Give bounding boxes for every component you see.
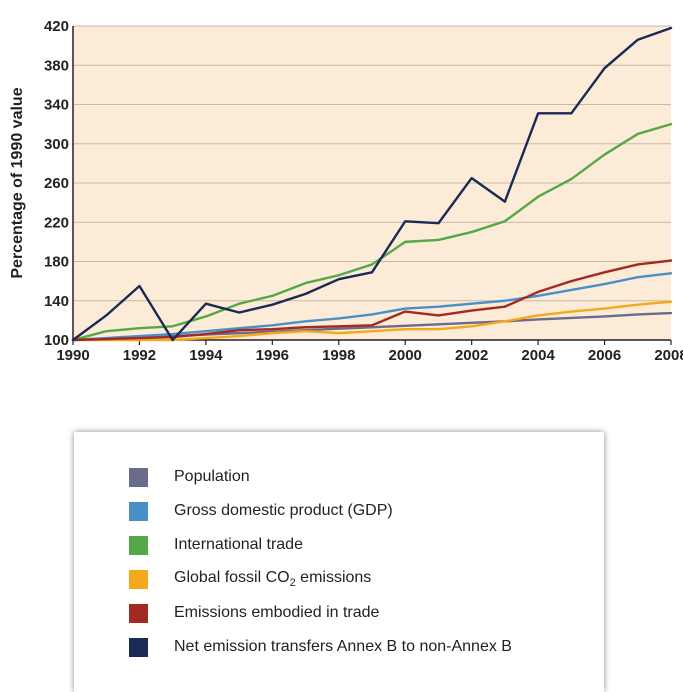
x-tick-label: 2008 — [654, 347, 683, 364]
legend-swatch — [129, 569, 148, 589]
x-tick-label: 1992 — [123, 347, 156, 364]
x-axis: 1990 1992 1994 1996 1998 2000 2002 2004 2006 2008 — [56, 339, 683, 364]
legend-label-subscript: 2 — [289, 577, 296, 589]
x-tick-label: 1990 — [56, 347, 89, 364]
y-tick-label: 340 — [44, 97, 69, 114]
y-tick-label: 220 — [44, 214, 69, 231]
x-tick-label: 1994 — [189, 347, 223, 364]
legend-swatch — [129, 637, 148, 657]
legend-swatch — [129, 535, 148, 555]
y-tick-label: 260 — [44, 175, 69, 192]
series-line-international-trade — [71, 122, 673, 342]
legend-item-co2-emissions: Global fossil CO2 emissions — [129, 566, 371, 592]
legend-label: Gross domestic product (GDP) — [174, 502, 393, 519]
y-tick-label: 300 — [44, 136, 69, 153]
series-line-net-emission-transfers-annex-b-to-non-annex-b — [71, 26, 673, 342]
legend-label: Emissions embodied in trade — [174, 604, 380, 621]
y-tick-label: 140 — [44, 293, 69, 310]
legend-label: Population — [174, 468, 250, 485]
y-axis-label: Percentage of 1990 value — [9, 87, 26, 278]
series-line-gross-domestic-product-gdp — [71, 272, 673, 342]
x-tick-label: 2000 — [389, 347, 422, 364]
y-tick-label: 420 — [44, 18, 69, 35]
y-axis: 100 140 180 220 260 300 340 380 420 — [44, 18, 74, 349]
legend-item-net-transfers: Net emission transfers Annex B to non-An… — [129, 634, 512, 660]
legend: Population Gross domestic product (GDP) … — [74, 432, 604, 692]
legend-swatch — [129, 501, 148, 521]
y-tick-label: 380 — [44, 57, 69, 74]
series-line-emissions-embodied-in-trade — [71, 259, 673, 342]
legend-item-population: Population — [129, 464, 250, 490]
x-tick-label: 1996 — [256, 347, 289, 364]
x-tick-label: 2002 — [455, 347, 488, 364]
legend-label-suffix: emissions — [295, 569, 372, 586]
legend-item-international-trade: International trade — [129, 532, 303, 558]
series-lines — [71, 26, 673, 342]
legend-label: Global fossil CO2 emissions — [174, 569, 371, 589]
y-tick-label: 180 — [44, 254, 69, 271]
legend-swatch — [129, 467, 148, 487]
legend-label: International trade — [174, 536, 303, 553]
y-tick-label: 100 — [44, 332, 69, 349]
legend-label: Net emission transfers Annex B to non-An… — [174, 638, 512, 655]
x-tick-label: 2006 — [588, 347, 621, 364]
legend-label-main: Global fossil CO — [174, 569, 290, 586]
legend-item-embodied-emissions: Emissions embodied in trade — [129, 600, 379, 626]
line-chart: 1990 1992 1994 1996 1998 2000 2002 2004 2006 2008… — [9, 18, 683, 364]
x-tick-label: 1998 — [322, 347, 355, 364]
x-tick-label: 2004 — [521, 347, 555, 364]
legend-item-gdp: Gross domestic product (GDP) — [129, 498, 393, 524]
legend-swatch — [129, 603, 148, 623]
